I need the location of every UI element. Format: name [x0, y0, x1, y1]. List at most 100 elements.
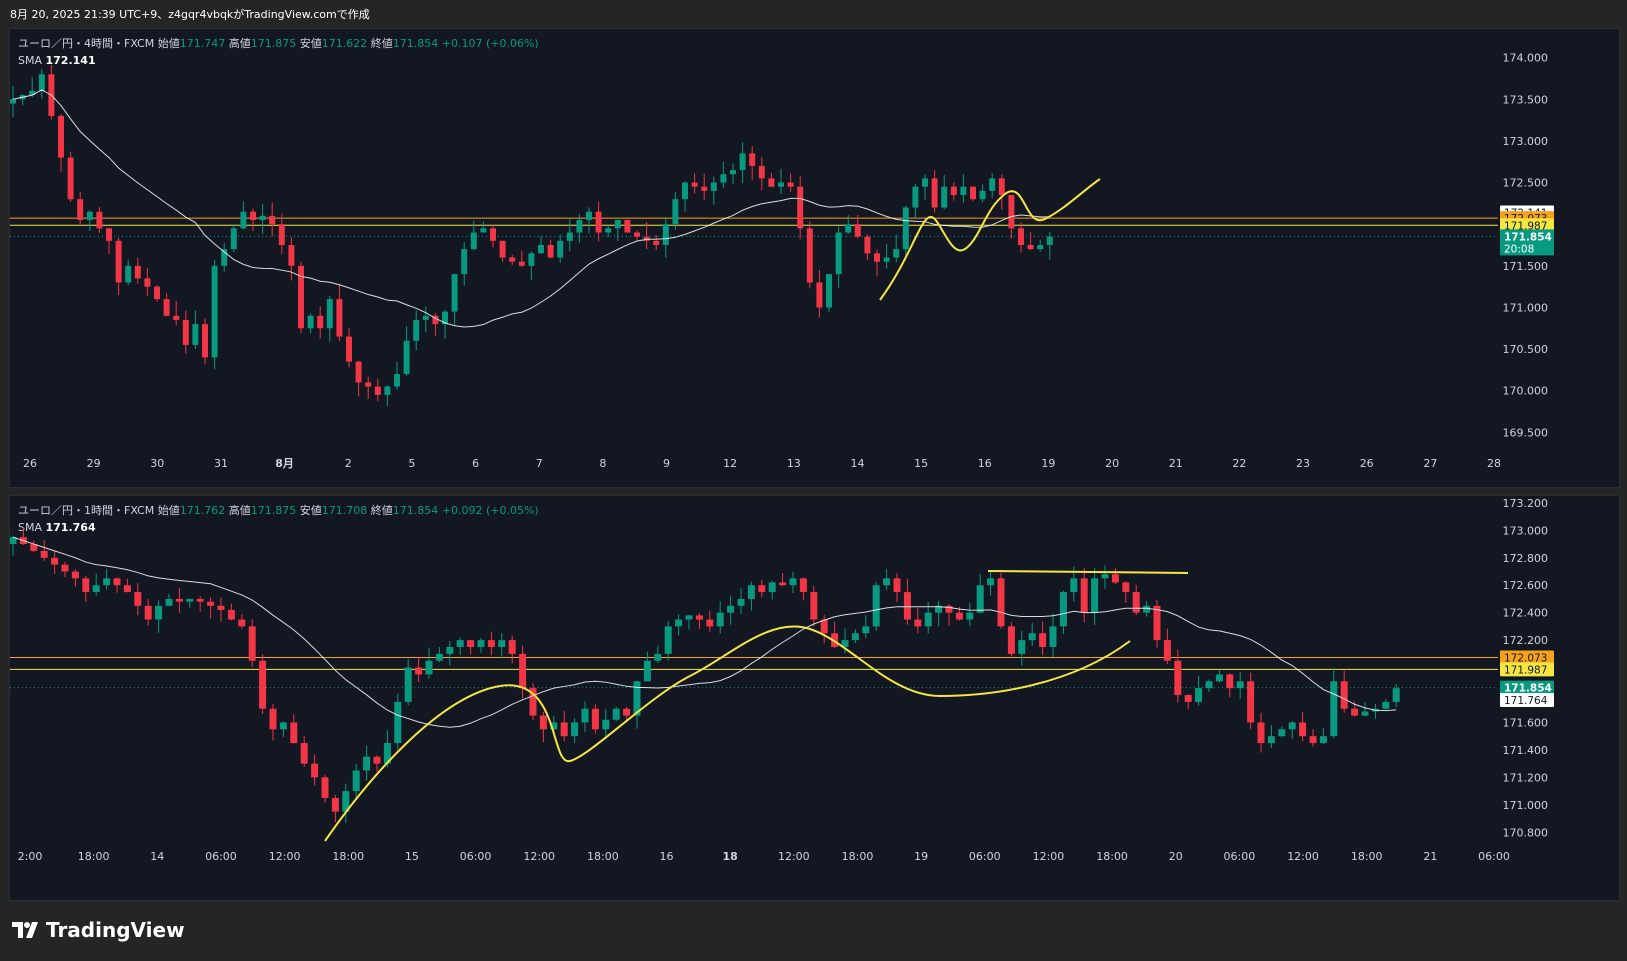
- candle-body: [415, 667, 423, 675]
- candles: [10, 527, 1400, 823]
- chart-panel-1h[interactable]: ユーロ／円・1時間・FXCM 始値171.762 高値171.875 安値171…: [9, 495, 1620, 901]
- candle-body: [192, 324, 199, 345]
- candle-body: [758, 585, 766, 593]
- x-tick-label: 15: [405, 850, 419, 863]
- y-tick-label: 171.000: [1503, 799, 1549, 812]
- legend-high: 171.875: [250, 37, 297, 50]
- x-tick-label: 19: [1041, 457, 1055, 470]
- candle-body: [317, 315, 324, 329]
- price-tag-label: 171.764: [1504, 695, 1548, 707]
- candle-body: [595, 211, 602, 233]
- candle-body: [1267, 736, 1275, 744]
- candle-body: [173, 315, 180, 320]
- candle-body: [1195, 688, 1203, 702]
- candle-body: [586, 211, 592, 221]
- sma-line: [12, 89, 1050, 328]
- x-tick-label: 19: [914, 850, 928, 863]
- candle-body: [518, 261, 525, 266]
- candle-body: [1122, 582, 1130, 593]
- candle-body: [352, 770, 360, 792]
- chart-panel-4h[interactable]: ユーロ／円・4時間・FXCM 始値171.747 高値171.875 安値171…: [9, 28, 1620, 488]
- candle-body: [685, 615, 693, 620]
- annotation-curve: [879, 178, 1101, 301]
- candle-body: [144, 605, 152, 620]
- y-tick-label: 171.000: [1503, 301, 1549, 314]
- x-tick-label: 31: [214, 457, 228, 470]
- candle-body: [883, 257, 890, 262]
- candles: [10, 64, 1053, 407]
- candle-body: [1351, 708, 1359, 716]
- x-tick-label: 28: [1487, 457, 1501, 470]
- candle-body: [1091, 578, 1099, 613]
- tradingview-logo[interactable]: TradingView: [12, 918, 185, 942]
- x-tick-label: 14: [850, 457, 864, 470]
- y-axis: 174.000173.500173.000172.500172.000171.5…: [1503, 52, 1549, 440]
- candle-body: [862, 626, 870, 634]
- candlestick-chart-4h[interactable]: 174.000173.500173.000172.500172.000171.5…: [10, 29, 1621, 489]
- candle-body: [269, 708, 277, 730]
- candlestick-chart-1h[interactable]: 173.200 173.000 172.800 172.600 172.400 172.2…: [10, 496, 1621, 902]
- legend-close-label: 終値: [370, 37, 393, 50]
- candle-body: [470, 232, 477, 250]
- candle-body: [211, 265, 218, 358]
- annotation-curve: [324, 625, 1131, 842]
- y-tick-label: 171.400: [1503, 744, 1549, 757]
- candle-body: [1163, 640, 1171, 661]
- candle-body: [547, 245, 554, 258]
- candle-body: [467, 640, 475, 647]
- x-tick-label: 06:00: [460, 850, 492, 863]
- candle-body: [404, 667, 412, 702]
- candle-body: [298, 265, 304, 329]
- candle-body: [654, 653, 662, 661]
- candle-body: [40, 550, 48, 558]
- candle-body: [864, 236, 871, 254]
- candle-body: [1111, 574, 1119, 583]
- x-tick-label: 06:00: [1478, 850, 1510, 863]
- candle-body: [912, 186, 919, 208]
- candle-body: [1049, 626, 1057, 647]
- x-tick-label: 18:00: [332, 850, 364, 863]
- candle-body: [1080, 578, 1088, 613]
- candle-body: [1153, 605, 1161, 641]
- candle-body: [749, 153, 756, 166]
- candle-body: [1278, 729, 1286, 737]
- candle-body: [1007, 626, 1015, 654]
- candle-body: [1018, 228, 1024, 245]
- candle-body: [1205, 681, 1213, 689]
- candle-body: [1059, 592, 1067, 627]
- candle-body: [997, 578, 1005, 627]
- x-tick-label: 13: [787, 457, 801, 470]
- candle-body: [269, 215, 276, 225]
- legend-symbol: ユーロ／円・1時間・FXCM: [18, 504, 155, 517]
- candle-body: [1028, 633, 1036, 641]
- candle-body: [38, 74, 45, 91]
- candle-body: [935, 605, 943, 613]
- x-tick-label: 18: [723, 850, 738, 863]
- candle-body: [144, 278, 151, 287]
- x-axis: 2:00 18:00 14 06:00 12:00 18:00 15 06:00 12:00 18…: [18, 850, 1510, 863]
- price-tag-bg: [1500, 692, 1554, 707]
- candle-body: [727, 605, 735, 613]
- candle-body: [115, 240, 122, 283]
- candle-body: [960, 186, 967, 196]
- candle-body: [134, 265, 141, 279]
- candle-body: [82, 578, 90, 593]
- price-tag-bg: [1500, 229, 1554, 256]
- candle-body: [701, 186, 708, 191]
- candle-body: [346, 336, 352, 362]
- x-tick-label: 12:00: [269, 850, 301, 863]
- candle-body: [557, 240, 564, 258]
- candle-body: [634, 232, 640, 237]
- candle-body: [106, 228, 112, 241]
- candle-body: [182, 319, 189, 345]
- x-tick-label: 5: [408, 457, 415, 470]
- candle-body: [250, 211, 256, 221]
- x-tick-label: 27: [1423, 457, 1437, 470]
- candle-body: [820, 619, 828, 634]
- x-tick-label: 30: [150, 457, 164, 470]
- legend-close-label: 終値: [370, 504, 393, 517]
- candle-body: [768, 178, 775, 187]
- price-tag-bg: [1500, 218, 1554, 233]
- x-tick-label: 6: [472, 457, 479, 470]
